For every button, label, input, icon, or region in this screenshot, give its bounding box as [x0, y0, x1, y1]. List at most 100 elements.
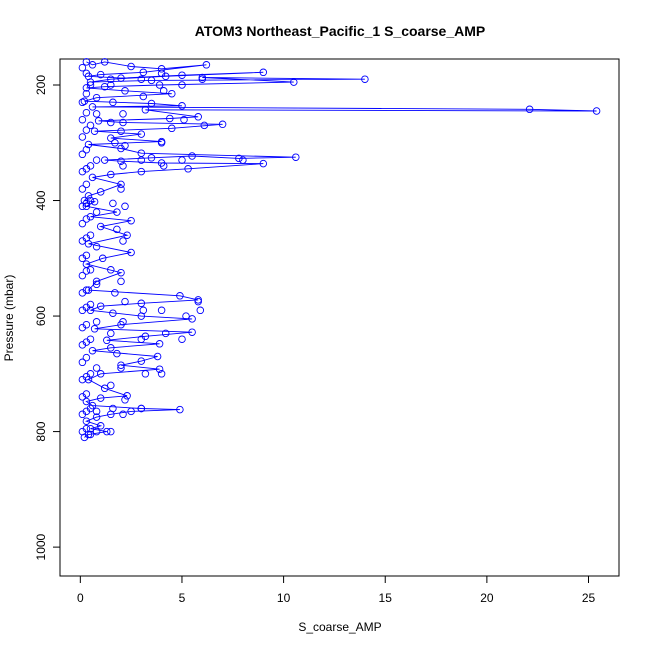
data-point [92, 427, 101, 436]
data-point [137, 404, 146, 413]
data-point [155, 365, 164, 373]
data-point [117, 268, 125, 277]
data-point [127, 216, 135, 225]
data-point [92, 156, 101, 164]
data-point [82, 267, 91, 275]
data-point [184, 165, 192, 173]
data-point [92, 93, 101, 102]
data-point [290, 78, 298, 86]
data-point [92, 277, 101, 286]
data-point [96, 302, 105, 310]
data-point [123, 392, 131, 400]
data-point [86, 370, 95, 378]
data-point [107, 381, 115, 390]
data-point [259, 68, 268, 77]
data-point [127, 248, 135, 257]
data-point [178, 335, 186, 343]
data-point [78, 271, 87, 280]
data-point [198, 75, 207, 83]
data-point [84, 286, 93, 294]
data-point [94, 117, 103, 125]
y-tick-label: 1000 [34, 533, 48, 560]
data-point [141, 106, 150, 114]
x-tick-label: 20 [480, 591, 494, 605]
series-point-group [78, 58, 601, 442]
data-point [155, 81, 164, 89]
data-point [88, 173, 97, 182]
data-point [119, 318, 127, 326]
data-point [259, 159, 268, 168]
data-point [155, 340, 164, 348]
y-tick-label: 200 [34, 75, 48, 95]
data-point [84, 140, 93, 149]
data-point [119, 162, 127, 170]
data-point [92, 407, 101, 416]
data-point [119, 118, 127, 127]
data-point [86, 266, 95, 274]
data-point [292, 153, 300, 161]
data-point [90, 127, 99, 135]
data-point [86, 404, 95, 413]
data-point [159, 162, 168, 170]
data-point [92, 242, 101, 251]
data-point [107, 329, 115, 338]
data-point [117, 74, 125, 82]
x-tick-label: 0 [77, 591, 84, 605]
data-point [194, 113, 202, 121]
data-point [117, 277, 125, 286]
data-point [82, 424, 91, 433]
data-point [82, 180, 91, 189]
data-point [88, 346, 97, 355]
data-point [178, 156, 186, 164]
data-point [96, 70, 105, 79]
data-point [188, 315, 196, 323]
data-point [107, 75, 115, 83]
data-point [113, 349, 121, 358]
data-point [86, 121, 95, 130]
x-tick-label: 10 [277, 591, 291, 605]
data-point [80, 97, 89, 105]
data-point [90, 197, 99, 206]
data-point [137, 75, 146, 83]
data-point [82, 58, 91, 66]
data-point [103, 427, 111, 436]
data-point [88, 103, 97, 111]
data-point [109, 98, 117, 107]
data-point [137, 130, 146, 138]
data-point [82, 390, 91, 398]
data-point [82, 397, 91, 406]
data-point [111, 289, 119, 297]
data-point [117, 364, 125, 372]
data-point [86, 78, 95, 86]
data-point [147, 76, 156, 85]
data-point [78, 167, 87, 176]
data-point [113, 225, 121, 234]
data-point [109, 309, 117, 317]
data-point [78, 98, 87, 107]
data-point [100, 58, 109, 66]
data-point [96, 422, 105, 430]
data-point [107, 344, 115, 352]
data-point [121, 396, 129, 404]
data-point [235, 154, 243, 163]
y-tick-label: 600 [34, 306, 48, 326]
data-point [178, 102, 186, 110]
data-point [84, 192, 93, 200]
data-point [121, 202, 129, 211]
data-point [78, 185, 87, 193]
data-point [82, 320, 91, 329]
data-point [119, 410, 127, 419]
data-point [180, 115, 188, 124]
data-point [96, 188, 105, 196]
data-point [78, 289, 87, 297]
series-line-group [83, 61, 597, 438]
data-point [117, 185, 125, 193]
data-point [78, 341, 87, 349]
data-point [107, 266, 115, 274]
data-point [86, 212, 95, 221]
data-point [188, 152, 196, 160]
data-point [107, 170, 115, 179]
data-point [141, 370, 150, 378]
data-point [137, 156, 146, 164]
